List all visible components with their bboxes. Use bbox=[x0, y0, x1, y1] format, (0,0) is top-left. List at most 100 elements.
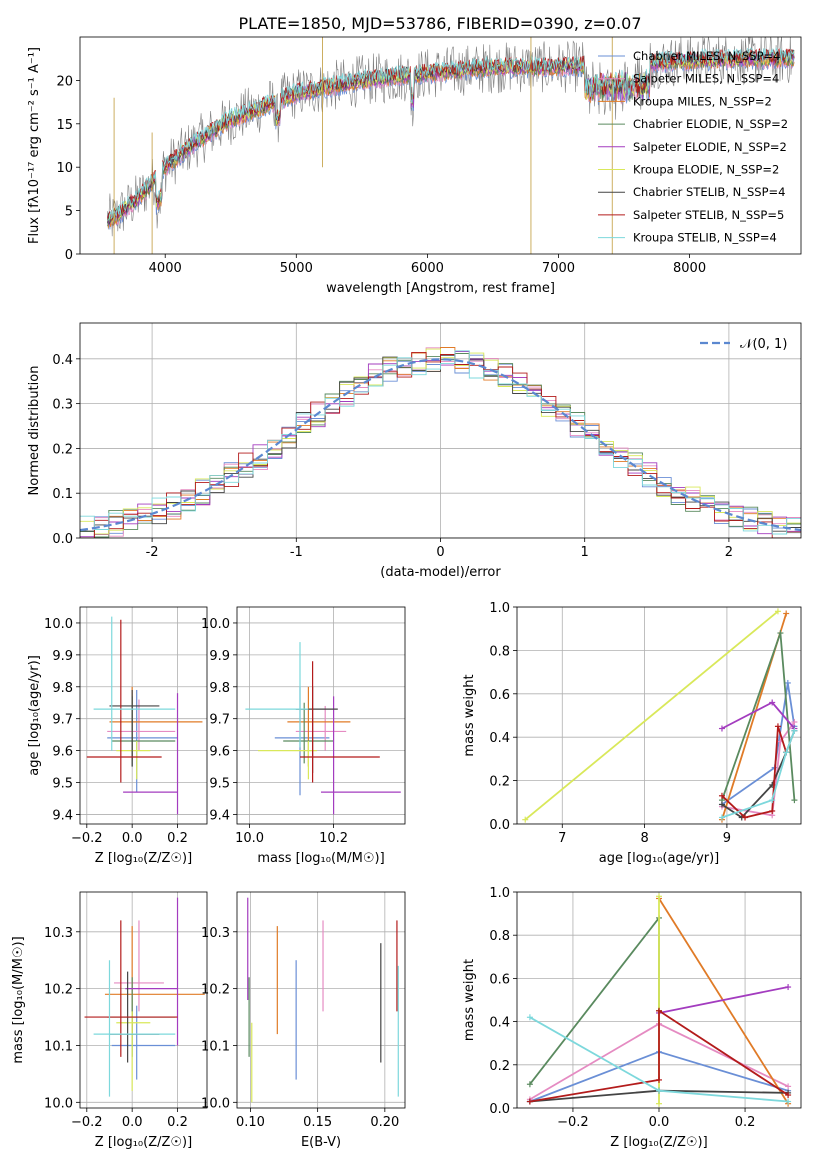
errorbar-point bbox=[245, 642, 309, 748]
x-tick-label: −0.2 bbox=[71, 1115, 103, 1130]
gaussian-curve bbox=[80, 358, 801, 532]
legend-label: Chabrier MILES, N_SSP=4 bbox=[633, 49, 780, 63]
observed-spectrum-line bbox=[107, 37, 795, 237]
y-tick-label: 10 bbox=[56, 161, 73, 176]
plot-area-age-vs-mass bbox=[237, 607, 405, 824]
y-tick-label: 0.0 bbox=[489, 818, 510, 833]
errorbar-point bbox=[93, 616, 176, 751]
legend-label: Chabrier STELIB, N_SSP=4 bbox=[633, 185, 785, 199]
y-tick-label: 0.4 bbox=[52, 353, 73, 368]
x-axis-label: Z [log₁₀(Z/Z☉)] bbox=[95, 851, 192, 866]
x-tick-label: 9 bbox=[723, 831, 731, 846]
y-tick-label: 9.4 bbox=[209, 808, 230, 823]
x-axis-label: mass [log₁₀(M/M☉)] bbox=[257, 851, 384, 866]
axes-frame bbox=[516, 891, 802, 1109]
axes-frame bbox=[79, 891, 208, 1109]
x-axis-label: E(B-V) bbox=[301, 1135, 341, 1150]
errorbar-point bbox=[295, 705, 347, 751]
plot-area-mass-vs-ebv bbox=[237, 892, 405, 1108]
plot-area-weight-vs-age bbox=[517, 607, 801, 824]
y-tick-label: 0.0 bbox=[52, 532, 73, 547]
residual-histogram bbox=[80, 350, 801, 535]
axes-frame bbox=[236, 606, 406, 825]
panel-age-vs-Z: −0.2 0.0 0.2 9.4 9.5 9.6 9.7 9.8 9.9 10.0 Z [log₁₀… bbox=[27, 606, 208, 866]
y-tick-label: 0.8 bbox=[489, 929, 510, 944]
plot-area-spectrum bbox=[107, 37, 795, 254]
y-tick-label: 0.6 bbox=[489, 688, 510, 703]
y-tick-label: 5 bbox=[65, 205, 73, 220]
plot-area-mass-vs-Z bbox=[80, 892, 207, 1108]
y-tick-label: 9.8 bbox=[209, 681, 230, 696]
x-tick-label: 5000 bbox=[280, 261, 313, 276]
y-tick-label: 10.3 bbox=[44, 926, 73, 941]
y-tick-label: 0 bbox=[65, 248, 73, 263]
errorbar-point bbox=[86, 619, 162, 783]
y-tick-label: 0.4 bbox=[489, 731, 510, 746]
weight-series bbox=[526, 1007, 792, 1105]
y-axis-label: Flux [fλ10⁻¹⁷ erg cm⁻² s⁻¹ A⁻¹] bbox=[27, 47, 42, 244]
weight-line bbox=[524, 610, 779, 821]
x-axis-label: (data-model)/error bbox=[380, 565, 501, 580]
x-tick-label: 8 bbox=[640, 831, 648, 846]
y-tick-label: 1.0 bbox=[489, 601, 510, 616]
axes-frame bbox=[79, 322, 802, 539]
weight-series bbox=[526, 1014, 792, 1105]
panel-spectrum: 4000 5000 6000 7000 8000 0 5 10 15 20 wavelength [… bbox=[27, 36, 802, 296]
y-tick-label: 0.3 bbox=[52, 398, 73, 413]
x-tick-label: 0.0 bbox=[649, 1115, 670, 1130]
errorbar-point bbox=[93, 960, 176, 1097]
x-tick-label: 4000 bbox=[149, 261, 182, 276]
y-tick-label: 0.8 bbox=[489, 644, 510, 659]
plot-area-weight-vs-Z bbox=[517, 892, 801, 1108]
weight-line bbox=[721, 730, 796, 819]
y-tick-label: 9.4 bbox=[52, 808, 73, 823]
axes-frame bbox=[236, 891, 406, 1109]
y-tick-label: 10.0 bbox=[201, 1096, 230, 1111]
weight-series bbox=[718, 610, 790, 823]
panel-weight-vs-Z: −0.2 0.0 0.2 0.0 0.2 0.4 0.6 0.8 1.0 Z [log₁₀(Z/Z… bbox=[462, 886, 802, 1150]
errorbar-point bbox=[295, 686, 338, 773]
x-axis-label: wavelength [Angstrom, rest frame] bbox=[326, 281, 555, 296]
plot-area-age-vs-Z bbox=[80, 607, 207, 824]
errorbar-point bbox=[109, 689, 160, 767]
errorbar-point bbox=[109, 686, 203, 761]
errorbar-point bbox=[123, 693, 179, 815]
y-tick-label: 0.1 bbox=[52, 487, 73, 502]
x-tick-label: −0.2 bbox=[557, 1115, 589, 1130]
errorbar-point bbox=[300, 661, 380, 783]
y-tick-label: 9.6 bbox=[52, 745, 73, 760]
y-tick-label: 10.0 bbox=[201, 617, 230, 632]
x-tick-label: 0.2 bbox=[167, 831, 188, 846]
x-tick-label: −0.2 bbox=[71, 831, 103, 846]
spectrum-title: PLATE=1850, MJD=53786, FIBERID=0390, z=0… bbox=[238, 14, 641, 33]
errorbar-point bbox=[114, 920, 164, 1012]
legend-label: Chabrier ELODIE, N_SSP=2 bbox=[633, 117, 788, 131]
weight-series bbox=[656, 895, 792, 1107]
y-tick-label: 9.8 bbox=[52, 681, 73, 696]
axes-frame bbox=[516, 606, 802, 825]
x-tick-label: 0.10 bbox=[236, 1115, 265, 1130]
x-tick-label: 8000 bbox=[673, 261, 706, 276]
gaussian-legend: 𝒩(0, 1) bbox=[700, 337, 787, 352]
weight-line bbox=[658, 898, 789, 1105]
panel-weight-vs-age: 7 8 9 0.0 0.2 0.4 0.6 0.8 1.0 age [log₁₀(age/yr)]… bbox=[462, 601, 802, 866]
y-tick-label: 10.1 bbox=[201, 1039, 230, 1054]
y-tick-label: 10.1 bbox=[44, 1039, 73, 1054]
residual-histogram bbox=[80, 351, 801, 538]
y-axis-label: age [log₁₀(age/yr)] bbox=[27, 655, 42, 776]
x-tick-label: 10.2 bbox=[319, 831, 348, 846]
y-tick-label: 10.3 bbox=[201, 926, 230, 941]
y-tick-label: 0.2 bbox=[52, 442, 73, 457]
panel-mass-vs-ebv: 0.10 0.15 0.20 10.0 10.1 10.2 10.3 E(B-V) bbox=[201, 891, 406, 1150]
x-tick-label: 0.2 bbox=[167, 1115, 188, 1130]
x-tick-label: 0.15 bbox=[303, 1115, 332, 1130]
y-tick-label: 0.2 bbox=[489, 1059, 510, 1074]
errorbar-point bbox=[116, 741, 151, 780]
spectrum-legend: Chabrier MILES, N_SSP=4 Salpeter MILES, N… bbox=[598, 49, 788, 245]
legend-label: Kroupa STELIB, N_SSP=4 bbox=[633, 231, 777, 245]
errorbar-point bbox=[107, 699, 176, 751]
x-axis-label: age [log₁₀(age/yr)] bbox=[599, 851, 720, 866]
y-tick-label: 10.0 bbox=[44, 617, 73, 632]
x-tick-label: 7000 bbox=[542, 261, 575, 276]
y-tick-label: 20 bbox=[56, 74, 73, 89]
